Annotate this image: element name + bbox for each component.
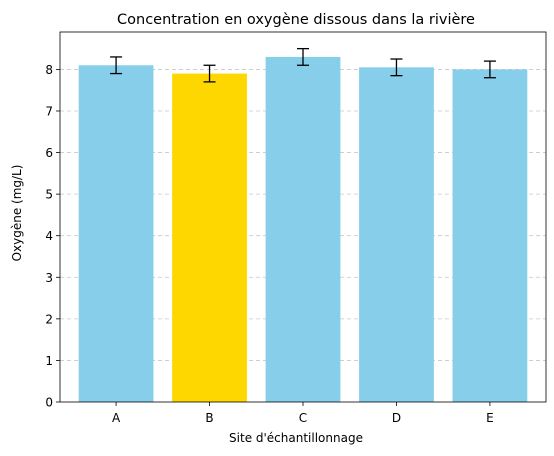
error-bar-D (390, 58, 403, 77)
x-tick-label: E (486, 411, 494, 425)
y-tick-label: 4 (45, 229, 53, 243)
error-bar-C (297, 47, 309, 66)
bars (78, 56, 528, 403)
bar-E (452, 69, 528, 402)
x-tick-label: D (392, 411, 401, 425)
bar-D (359, 67, 434, 402)
y-tick-label: 1 (45, 354, 53, 368)
y-axis-label: Oxygène (mg/L) (10, 165, 24, 262)
x-axis-ticks: A B C D E (112, 402, 494, 425)
error-bar-B (203, 64, 216, 83)
y-tick-label: 2 (45, 312, 53, 326)
y-tick-label: 7 (45, 104, 53, 118)
error-bar-A (110, 56, 123, 75)
x-tick-label: A (112, 411, 121, 425)
y-tick-label: 8 (45, 63, 53, 77)
y-tick-label: 3 (45, 271, 53, 285)
error-bar-E (483, 60, 496, 79)
bar-C (265, 56, 341, 403)
x-tick-label: B (205, 411, 213, 425)
error-bars (110, 47, 496, 83)
y-tick-label: 6 (45, 146, 53, 160)
x-tick-label: C (299, 411, 307, 425)
bar-A (78, 65, 154, 403)
y-axis-ticks: 0 1 2 3 4 5 6 7 8 (45, 63, 60, 410)
x-axis-label: Site d'échantillonnage (229, 431, 363, 445)
y-tick-label: 0 (45, 396, 53, 410)
bar-B (172, 73, 247, 403)
y-tick-label: 5 (45, 188, 53, 202)
chart-title: Concentration en oxygène dissous dans la… (117, 12, 475, 28)
